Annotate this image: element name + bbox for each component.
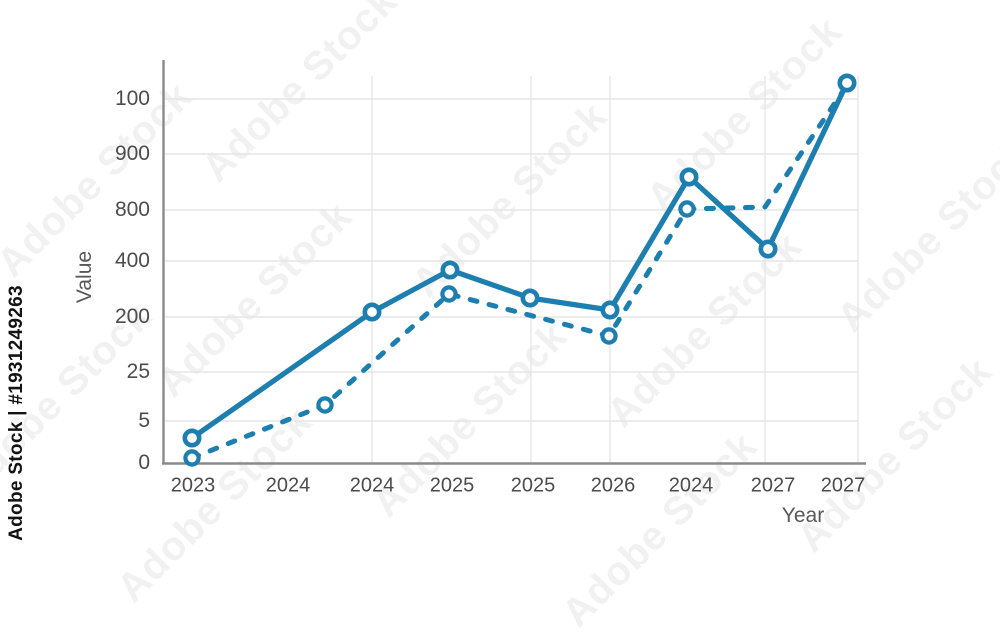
x-axis-title: Year: [781, 504, 825, 527]
y-tick-label: 5: [138, 409, 150, 432]
y-tick-label: 25: [126, 360, 150, 383]
x-tick-label: 2024: [349, 474, 395, 497]
x-tick-label: 2027: [750, 474, 796, 497]
x-tick-label: 2025: [429, 474, 475, 497]
y-tick-label: 400: [114, 249, 150, 272]
x-tick-label: 2027: [820, 474, 866, 497]
x-tick-label: 2024: [668, 474, 714, 497]
x-tick-label: 2024: [265, 474, 311, 497]
y-axis-tick-labels: 0 5 25 200 400 800 900 100: [0, 0, 150, 545]
watermark-credit-text: Adobe Stock | #1931249263: [6, 285, 27, 541]
line-chart-plot: [162, 60, 866, 467]
y-axis-title: Value: [73, 250, 96, 304]
x-tick-label: 2025: [510, 474, 556, 497]
y-tick-label: 0: [138, 451, 150, 474]
x-tick-label: 2023: [170, 474, 216, 497]
x-axis-tick-labels: 2023 2024 2024 2025 2025 2026 2024 2027 …: [170, 474, 866, 497]
y-tick-label: 900: [114, 142, 150, 165]
y-tick-label: 200: [114, 305, 150, 328]
y-tick-label: 800: [114, 198, 150, 221]
x-tick-label: 2026: [590, 474, 636, 497]
y-tick-label: 100: [114, 87, 150, 110]
